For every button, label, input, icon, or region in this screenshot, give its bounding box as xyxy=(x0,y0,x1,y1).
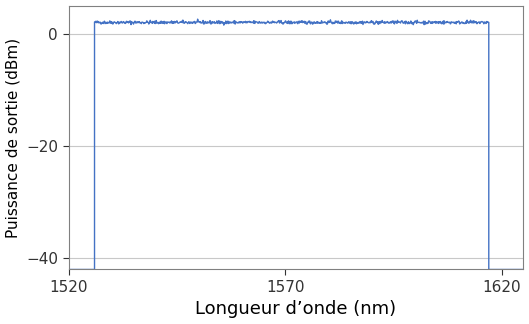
X-axis label: Longueur d’onde (nm): Longueur d’onde (nm) xyxy=(195,300,397,318)
Y-axis label: Puissance de sortie (dBm): Puissance de sortie (dBm) xyxy=(6,38,21,237)
